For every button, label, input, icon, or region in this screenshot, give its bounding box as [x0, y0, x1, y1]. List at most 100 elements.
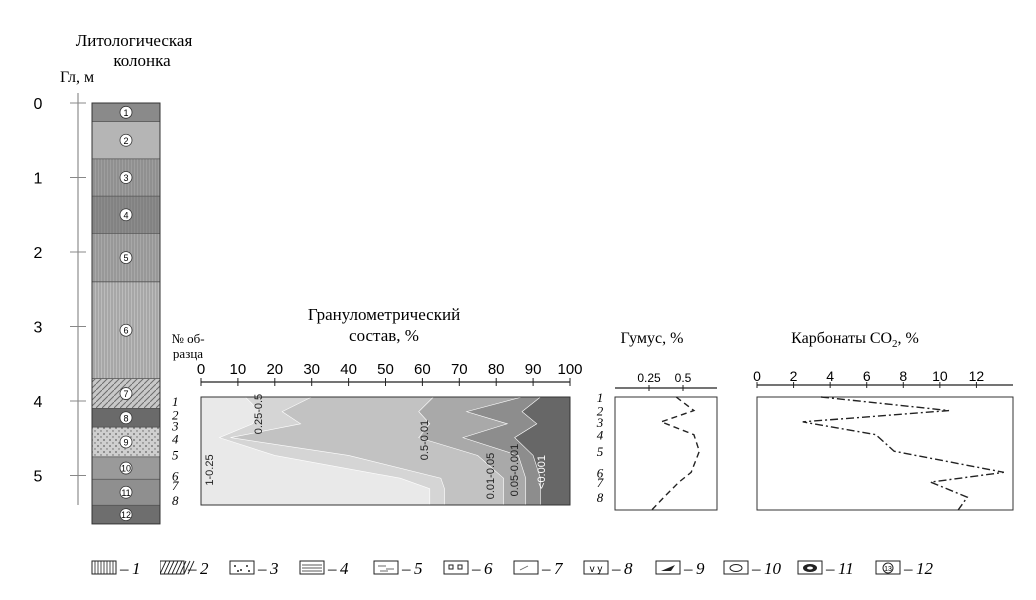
legend-dash: – — [401, 559, 411, 578]
legend-swatch-mark — [240, 569, 242, 571]
legend-swatch-mark — [167, 560, 175, 575]
depth-tick-label: 2 — [34, 245, 43, 262]
legend-item-number: 2 — [200, 559, 209, 578]
legend-dash: – — [471, 559, 481, 578]
grain-plot-border — [200, 396, 571, 506]
grain-x-tick-label: 0 — [197, 361, 205, 378]
legend-item-number: 9 — [696, 559, 705, 578]
lithology-title-line1: Литологическая — [76, 31, 193, 50]
legend-swatch-mark — [248, 570, 250, 572]
grain-x-tick-label: 70 — [451, 361, 468, 378]
humus-sample-label: 2 — [597, 404, 604, 419]
grain-x-tick-label: 90 — [525, 361, 542, 378]
legend-swatch — [373, 560, 399, 575]
legend: –1–2–3–4–5–6–7 v y –8–9–10–11 13–12 — [91, 559, 934, 578]
carbonate-x-tick-label: 12 — [969, 368, 985, 384]
legend-swatch-mark — [159, 560, 167, 575]
layer-number-badge — [119, 251, 133, 264]
legend-swatch-mark — [457, 564, 463, 570]
humus-series-line — [651, 396, 701, 511]
layer-number-badge — [119, 133, 133, 147]
carbonate-chart: 0 2 4 6 8 10 12 — [753, 368, 1014, 511]
sample-header-line1: № об- — [171, 331, 204, 346]
legend-item-number: 1 — [132, 559, 141, 578]
grain-zone-label: 0.05-0.001 — [509, 444, 521, 497]
layer-number-badge — [119, 435, 133, 449]
carbonate-series-line — [802, 396, 1004, 511]
legend-item-number: 12 — [916, 559, 934, 578]
carbonate-x-tick-label: 10 — [932, 368, 948, 384]
legend-swatch-mark — [179, 560, 187, 575]
carbonate-plot-border — [756, 396, 1014, 511]
legend-item-number: 4 — [340, 559, 349, 578]
legend-dash: – — [751, 559, 761, 578]
layer-number-badge — [119, 485, 133, 499]
grain-x-tick-label: 50 — [377, 361, 394, 378]
legend-swatch-mark — [519, 565, 529, 571]
depth-tick-label: 0 — [34, 96, 43, 113]
grain-size-chart: 0 10 20 30 40 50 60 70 80 90 100 1-0.25 0.25-0.5 0.5-… — [197, 361, 583, 506]
humus-chart-title: Гумус, % — [621, 330, 684, 347]
grain-x-tick-label: 30 — [303, 361, 320, 378]
legend-item-number: 5 — [414, 559, 423, 578]
humus-plot-border — [614, 396, 718, 511]
legend-swatch — [159, 560, 185, 575]
lithology-title-line2: колонка — [113, 51, 171, 70]
depth-axis-label: Гл, м — [60, 69, 94, 86]
grain-zone-label: <0.001 — [536, 455, 548, 489]
humus-sample-label: 3 — [596, 415, 604, 430]
layer-number: 12 — [121, 510, 131, 520]
layer-number: 10 — [121, 464, 131, 474]
legend-swatch — [443, 560, 469, 575]
grain-x-tick-label: 10 — [230, 361, 247, 378]
legend-swatch — [583, 560, 609, 575]
layer-number-badge — [119, 387, 133, 400]
legend-swatch-mark — [163, 560, 171, 575]
humus-sample-label: 5 — [597, 444, 604, 459]
legend-swatch-mark — [175, 560, 183, 575]
legend-item-number: 10 — [764, 559, 782, 578]
depth-axis: 0 1 2 3 4 5 — [34, 93, 86, 505]
layer-number: 9 — [123, 437, 128, 447]
humus-x-tick-label: 0.25 — [637, 371, 661, 385]
grain-x-tick-label: 80 — [488, 361, 505, 378]
legend-item-number: 7 — [554, 559, 564, 578]
layer-number: 6 — [123, 326, 128, 336]
layer-number: 1 — [123, 108, 128, 118]
legend-dash: – — [825, 559, 835, 578]
layer-number: 3 — [123, 173, 128, 183]
legend-swatch-mark — [246, 565, 248, 567]
sample-label: 6 — [172, 469, 179, 484]
layer-number-badge — [119, 508, 133, 522]
legend-dash: – — [611, 559, 621, 578]
layer-number: 8 — [123, 413, 128, 423]
grain-chart-title-line2: состав, % — [349, 326, 419, 345]
carbonate-x-tick-label: 2 — [790, 368, 798, 384]
legend-swatch-mark — [807, 566, 813, 570]
legend-dash: – — [257, 559, 267, 578]
depth-tick-label: 3 — [34, 320, 43, 337]
carbonate-x-tick-label: 4 — [826, 368, 834, 384]
sample-label: 3 — [171, 419, 179, 434]
layer-number-badge — [119, 461, 133, 475]
legend-swatch — [655, 560, 681, 575]
humus-sample-label: 6 — [597, 465, 604, 480]
legend-item-number: 11 — [838, 559, 854, 578]
legend-dash: – — [327, 559, 337, 578]
legend-swatch-mark — [661, 565, 675, 571]
carbonate-x-tick-label: 8 — [899, 368, 907, 384]
legend-item-number: 6 — [484, 559, 493, 578]
layer-number: 2 — [123, 136, 128, 146]
layer-number: 7 — [123, 389, 128, 399]
layer-number: 5 — [123, 253, 128, 263]
legend-swatch-mark — [882, 562, 894, 574]
grain-x-tick-label: 40 — [340, 361, 357, 378]
legend-swatch-mark — [171, 560, 179, 575]
depth-tick-label: 5 — [34, 469, 43, 486]
lithology-column-border — [91, 102, 161, 525]
sample-label: 2 — [172, 407, 179, 422]
sample-label: 5 — [172, 448, 179, 463]
